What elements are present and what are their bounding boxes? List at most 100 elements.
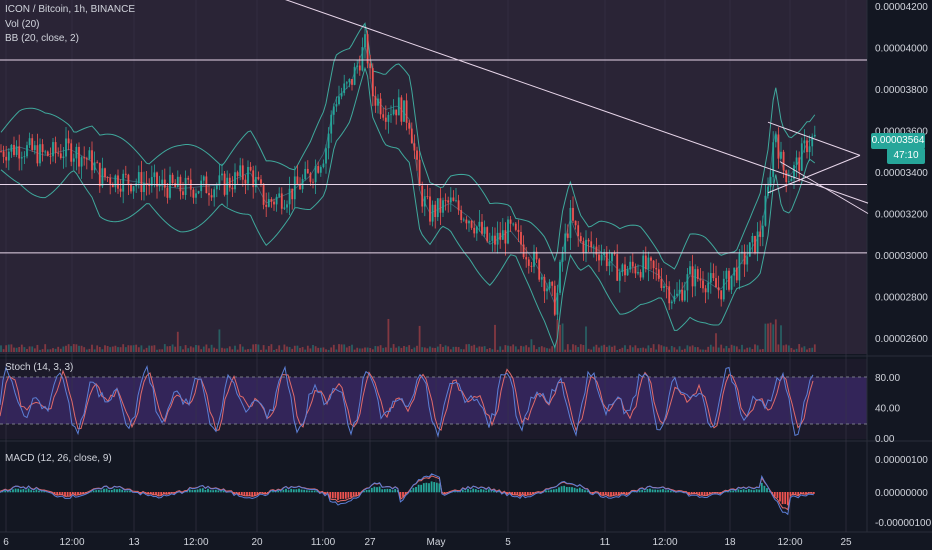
- macd-histogram-bar: [415, 486, 417, 493]
- volume-bar: [525, 345, 528, 352]
- candle-body: [379, 98, 382, 115]
- drawings[interactable]: [0, 0, 869, 254]
- volume-bar: [626, 349, 629, 352]
- candle-body: [455, 200, 457, 202]
- volume-bar: [119, 347, 122, 352]
- y-tick-label: 0.00003400: [875, 168, 928, 179]
- volume-bar: [449, 349, 452, 352]
- y-tick-label: 0.00004200: [875, 2, 928, 13]
- candle-body: [153, 172, 156, 178]
- volume-bar: [7, 344, 10, 352]
- volume-bar: [252, 344, 255, 352]
- candle-body: [41, 144, 44, 153]
- vol-legend[interactable]: Vol (20): [5, 19, 40, 30]
- volume-bar: [564, 349, 567, 352]
- trend-line: [767, 154, 861, 194]
- x-tick-label: 13: [128, 537, 140, 548]
- volume-bar: [603, 344, 606, 352]
- macd-histogram-bar: [422, 483, 425, 493]
- candle-body: [561, 251, 564, 262]
- candle-body: [200, 180, 203, 192]
- volume-bar: [205, 344, 208, 352]
- candle-body: [114, 175, 117, 188]
- macd-histogram-bar: [433, 482, 436, 493]
- volume-bar: [288, 347, 291, 352]
- candle-body: [514, 223, 517, 230]
- volume-bar: [426, 348, 429, 352]
- candle-body: [309, 173, 312, 182]
- volume-bar: [741, 344, 743, 352]
- macd-histogram-bar: [464, 490, 467, 493]
- volume-bar: [197, 345, 200, 352]
- candle-body: [364, 34, 366, 48]
- volume-bar: [104, 345, 106, 352]
- candle-body: [730, 275, 733, 290]
- macd-histogram-bar: [747, 489, 750, 493]
- bb-legend[interactable]: BB (20, close, 2): [5, 33, 79, 44]
- macd-histogram-bar: [586, 490, 589, 493]
- volume-bar: [18, 346, 21, 352]
- candle-body: [322, 163, 325, 168]
- macd-histogram-bar: [56, 492, 59, 496]
- candle-body: [652, 260, 655, 269]
- volume-bar: [78, 345, 80, 352]
- macd-histogram-bar: [659, 489, 662, 493]
- candle-body: [756, 231, 759, 253]
- macd-histogram-bar: [420, 484, 423, 493]
- candle-body: [221, 173, 223, 176]
- candle-body: [278, 193, 281, 197]
- candle-body: [187, 177, 190, 180]
- volume-bar: [712, 346, 715, 352]
- candle-body: [650, 257, 652, 261]
- macd-histogram-bar: [82, 492, 85, 495]
- volume-bar: [371, 349, 374, 352]
- macd-histogram-bar: [794, 492, 797, 495]
- candle-body: [631, 261, 634, 267]
- stoch-legend[interactable]: Stoch (14, 3, 3): [5, 362, 74, 373]
- candle-body: [132, 186, 135, 192]
- candle-body: [104, 168, 106, 178]
- volume-bar: [340, 344, 343, 352]
- candle-body: [184, 177, 187, 195]
- time-axis[interactable]: 6 12:00 13 12:00 20 11:00 27 May 5 11 12:00 18 12:00…: [3, 537, 852, 548]
- macd-histogram-bar: [316, 491, 319, 493]
- macd-histogram-bar: [641, 489, 644, 493]
- volume-bar: [494, 324, 496, 352]
- macd-histogram-bar: [357, 492, 360, 496]
- candle-body: [351, 79, 353, 85]
- candle-body: [540, 277, 543, 280]
- macd-histogram-bar: [334, 492, 337, 499]
- volume-bar: [135, 344, 138, 352]
- volume-bar: [663, 346, 665, 352]
- candle-body: [270, 199, 273, 202]
- macd-histogram-bar: [599, 492, 602, 496]
- macd-histogram-bar: [690, 492, 693, 495]
- volume-bar: [330, 347, 333, 352]
- stoch-lines: [0, 364, 814, 439]
- bar-countdown-tag: 47:10: [887, 148, 925, 164]
- macd-histogram-bar: [108, 490, 111, 493]
- volume-bar: [429, 346, 431, 352]
- macd-histogram-bar: [79, 492, 82, 495]
- macd-histogram-bar: [121, 489, 124, 493]
- volume-bar: [577, 347, 580, 352]
- y-tick-label: 0.00003600: [875, 127, 928, 138]
- volume-bar: [5, 345, 8, 352]
- volume-bar: [793, 349, 795, 352]
- candle-body: [473, 227, 476, 234]
- volume-bar: [608, 345, 611, 352]
- volume-bar: [538, 347, 541, 352]
- candle-body: [117, 175, 119, 189]
- x-tick-label: 11: [600, 537, 611, 548]
- macd-histogram-bar: [147, 492, 150, 495]
- macd-legend[interactable]: MACD (12, 26, close, 9): [5, 453, 112, 464]
- volume-bar: [691, 345, 694, 352]
- volume-bar: [798, 344, 801, 352]
- price-axis[interactable]: 0.00004200 0.00004000 0.00003800 0.00003600…: [875, 2, 932, 529]
- volume-bar: [106, 346, 109, 352]
- volume-bar: [247, 349, 249, 352]
- candle-body: [262, 183, 265, 205]
- volume-bar: [296, 345, 299, 352]
- candle-body: [657, 269, 660, 279]
